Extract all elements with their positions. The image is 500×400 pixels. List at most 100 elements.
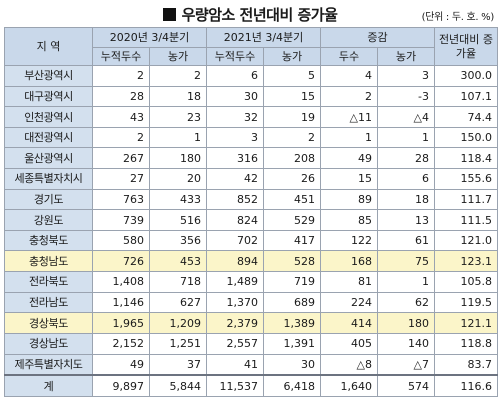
region-cell: 충청북도 — [4, 229, 93, 252]
header-rate: 전년대비 증가율 — [434, 27, 498, 66]
cumulative-2020-cell: 763 — [92, 188, 150, 211]
table-row: 울산광역시 267 180 316 208 49 28 118.4 — [4, 147, 498, 170]
farms-2020-cell: 516 — [149, 209, 207, 231]
rate-cell: 121.1 — [434, 312, 498, 334]
cumulative-2020-cell: 739 — [92, 209, 150, 231]
region-cell: 인천광역시 — [4, 106, 93, 128]
change-heads-cell: 414 — [320, 312, 378, 334]
farms-2021-cell: 208 — [263, 147, 321, 170]
change-farms-cell: 1 — [377, 126, 435, 149]
change-farms-cell: △4 — [377, 106, 435, 128]
cumulative-2021-cell: 316 — [206, 147, 264, 170]
table-row: 부산광역시 2 2 6 5 4 3 300.0 — [4, 65, 498, 87]
change-heads-cell: 1,640 — [320, 374, 378, 398]
header-cumulative-2020: 누적두수 — [92, 47, 150, 66]
change-heads-cell: 168 — [320, 250, 378, 273]
cumulative-2021-cell: 2,557 — [206, 332, 264, 355]
region-cell: 대전광역시 — [4, 126, 93, 149]
cumulative-2021-cell: 1,489 — [206, 271, 264, 293]
rate-cell: 150.0 — [434, 126, 498, 149]
change-heads-cell: △8 — [320, 353, 378, 376]
change-heads-cell: 81 — [320, 271, 378, 293]
rate-cell: 111.7 — [434, 188, 498, 211]
farms-2021-cell: 30 — [263, 353, 321, 376]
square-bullet-icon — [162, 8, 176, 21]
cumulative-2020-cell: 43 — [92, 106, 150, 128]
header-farms-2021: 농가 — [263, 47, 321, 66]
change-farms-cell: 18 — [377, 188, 435, 211]
farms-2021-cell: 417 — [263, 229, 321, 252]
page-title: 우량암소 전년대비 증가율 — [0, 4, 500, 25]
change-farms-cell: 3 — [377, 65, 435, 87]
table-row: 전라북도 1,408 718 1,489 719 81 1 105.8 — [4, 271, 498, 293]
farms-2021-cell: 2 — [263, 126, 321, 149]
region-cell: 대구광역시 — [4, 85, 93, 108]
cumulative-2020-cell: 267 — [92, 147, 150, 170]
region-cell: 제주특별자치도 — [4, 353, 93, 376]
change-farms-cell: 61 — [377, 229, 435, 252]
farms-2020-cell: 356 — [149, 229, 207, 252]
cumulative-2020-cell: 49 — [92, 353, 150, 376]
header-row-1: 지 역 2020년 3/4분기 2021년 3/4분기 증감 전년대비 증가율 — [4, 27, 498, 66]
cumulative-2021-cell: 702 — [206, 229, 264, 252]
stats-table: 지 역 2020년 3/4분기 2021년 3/4분기 증감 전년대비 증가율 … — [4, 27, 498, 398]
cumulative-2021-cell: 894 — [206, 250, 264, 273]
rate-cell: 118.4 — [434, 147, 498, 170]
cumulative-2021-cell: 41 — [206, 353, 264, 376]
rate-cell: 107.1 — [434, 85, 498, 108]
table-row: 제주특별자치도 49 37 41 30 △8 △7 83.7 — [4, 353, 498, 376]
rate-cell: 118.8 — [434, 332, 498, 355]
region-cell: 강원도 — [4, 209, 93, 231]
change-farms-cell: 574 — [377, 374, 435, 398]
change-heads-cell: 122 — [320, 229, 378, 252]
farms-2021-cell: 19 — [263, 106, 321, 128]
change-heads-cell: 85 — [320, 209, 378, 231]
cumulative-2021-cell: 3 — [206, 126, 264, 149]
cumulative-2021-cell: 32 — [206, 106, 264, 128]
farms-2021-cell: 5 — [263, 65, 321, 87]
change-farms-cell: 28 — [377, 147, 435, 170]
table-row: 세종특별자치시 27 20 42 26 15 6 155.6 — [4, 168, 498, 190]
region-cell: 경상남도 — [4, 332, 93, 355]
farms-2021-cell: 528 — [263, 250, 321, 273]
header-row-2: 누적두수 농가 누적두수 농가 두수 농가 — [5, 47, 498, 66]
change-heads-cell: 15 — [320, 168, 378, 190]
farms-2021-cell: 1,391 — [263, 332, 321, 355]
change-farms-cell: 13 — [377, 209, 435, 231]
farms-2021-cell: 1,389 — [263, 312, 321, 334]
farms-2020-cell: 627 — [149, 291, 207, 314]
cumulative-2021-cell: 42 — [206, 168, 264, 190]
change-heads-cell: 4 — [320, 65, 378, 87]
header-change: 증감 — [320, 27, 435, 48]
region-cell: 울산광역시 — [4, 147, 93, 170]
cumulative-2020-cell: 2,152 — [92, 332, 150, 355]
farms-2020-cell: 180 — [149, 147, 207, 170]
farms-2020-cell: 23 — [149, 106, 207, 128]
cumulative-2020-cell: 2 — [92, 65, 150, 87]
table-row: 인천광역시 43 23 32 19 △11 △4 74.4 — [4, 106, 498, 128]
region-cell: 계 — [4, 374, 93, 398]
cumulative-2021-cell: 2,379 — [206, 312, 264, 334]
farms-2021-cell: 6,418 — [263, 374, 321, 398]
table-body: 부산광역시 2 2 6 5 4 3 300.0 대구광역시 28 18 30 15 2 -3 107.1 인천광… — [4, 65, 498, 398]
header-farms-2020: 농가 — [149, 47, 207, 66]
farms-2020-cell: 20 — [149, 168, 207, 190]
region-cell: 세종특별자치시 — [4, 168, 93, 190]
cumulative-2021-cell: 852 — [206, 188, 264, 211]
cumulative-2020-cell: 2 — [92, 126, 150, 149]
region-cell: 충청남도 — [4, 250, 93, 273]
farms-2020-cell: 18 — [149, 85, 207, 108]
change-farms-cell: △7 — [377, 353, 435, 376]
farms-2020-cell: 5,844 — [149, 374, 207, 398]
change-farms-cell: 1 — [377, 271, 435, 293]
change-farms-cell: 140 — [377, 332, 435, 355]
cumulative-2021-cell: 11,537 — [206, 374, 264, 398]
cumulative-2021-cell: 30 — [206, 85, 264, 108]
title-row: 우량암소 전년대비 증가율 (단위 : 두. 호. %) — [0, 0, 500, 26]
region-cell: 전라북도 — [4, 271, 93, 293]
region-cell: 경상북도 — [4, 312, 93, 334]
rate-cell: 74.4 — [434, 106, 498, 128]
table-row: 경기도 763 433 852 451 89 18 111.7 — [4, 188, 498, 211]
title-text: 우량암소 전년대비 증가율 — [181, 6, 338, 24]
